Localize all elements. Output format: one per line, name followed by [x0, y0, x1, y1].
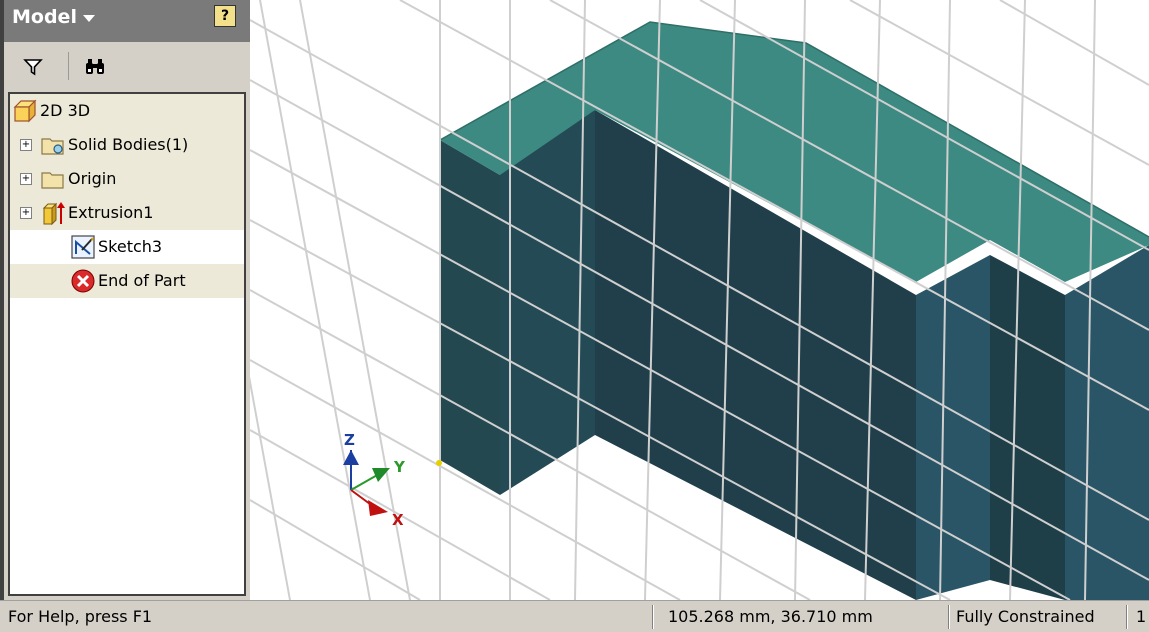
model-browser-panel: Model ?	[4, 0, 250, 600]
tree-item-solid-bodies[interactable]: + Solid Bodies(1)	[10, 128, 244, 162]
tree-item-label: Origin	[68, 169, 117, 188]
part-step-face-2	[990, 255, 1065, 600]
tree-item-label: End of Part	[98, 271, 186, 290]
tree-item-label: Sketch3	[98, 237, 163, 256]
status-coordinates: 105.268 mm, 36.710 mm	[668, 607, 873, 626]
expand-icon[interactable]: +	[20, 173, 32, 185]
status-constraint: Fully Constrained	[956, 607, 1095, 626]
status-help-text: For Help, press F1	[8, 607, 153, 626]
tree-item-part[interactable]: 2D 3D	[10, 94, 244, 128]
y-axis-arrow-icon	[372, 468, 390, 482]
toolbar-divider	[68, 52, 69, 80]
model-dropdown[interactable]: Model	[12, 6, 95, 28]
tree-item-label: Solid Bodies(1)	[68, 135, 189, 154]
part-inner-face	[500, 110, 595, 495]
x-axis-label: X	[392, 511, 404, 529]
tree-item-origin[interactable]: + Origin	[10, 162, 244, 196]
filter-icon	[23, 59, 43, 76]
grid-lines	[250, 0, 1149, 600]
status-bar: For Help, press F1 105.268 mm, 36.710 mm…	[0, 600, 1149, 632]
part-side-face	[595, 110, 916, 600]
help-button[interactable]: ?	[214, 5, 236, 27]
find-button[interactable]	[80, 52, 110, 82]
graphics-viewport[interactable]: Z Y X	[250, 0, 1149, 600]
tree-item-label: Extrusion1	[68, 203, 154, 222]
status-divider	[652, 605, 654, 629]
tree-item-sketch3[interactable]: Sketch3	[10, 230, 244, 264]
part-top-edge	[439, 21, 1149, 238]
status-extra: 1	[1136, 607, 1147, 626]
solid-bodies-folder-icon	[41, 138, 64, 155]
axis-triad: Z Y X	[343, 431, 406, 529]
part-front-face-left	[440, 140, 500, 495]
part-step-face	[916, 255, 990, 600]
model-dropdown-label: Model	[12, 6, 77, 28]
folder-icon	[41, 172, 64, 189]
part-right-face	[1065, 245, 1149, 600]
binoculars-icon	[86, 59, 104, 74]
y-axis-label: Y	[393, 458, 406, 476]
chevron-down-icon	[82, 15, 95, 22]
model-canvas[interactable]: Z Y X	[250, 0, 1149, 600]
origin-point	[436, 460, 442, 466]
end-of-part-icon	[71, 269, 95, 293]
tree-item-end-of-part[interactable]: End of Part	[10, 264, 244, 298]
tree-item-label: 2D 3D	[40, 101, 91, 120]
part-top-face	[440, 22, 1149, 282]
expand-icon[interactable]: +	[20, 207, 32, 219]
browser-toolbar	[4, 42, 250, 92]
tree-item-extrusion1[interactable]: + Extrusion1	[10, 196, 244, 230]
sketch-icon	[71, 235, 95, 259]
window-left-edge	[0, 0, 4, 632]
z-axis-label: Z	[344, 431, 355, 449]
status-divider	[1126, 605, 1128, 629]
x-axis-arrow-icon	[368, 500, 388, 516]
status-divider	[948, 605, 950, 629]
expand-icon[interactable]: +	[20, 139, 32, 151]
filter-button[interactable]	[18, 52, 48, 82]
model-tree: 2D 3D + Solid Bodies(1) + Origin +	[8, 92, 246, 596]
z-axis-arrow-icon	[343, 450, 359, 465]
extrusion-icon	[42, 202, 65, 226]
browser-header: Model ?	[4, 0, 250, 42]
part-icon	[13, 99, 37, 123]
